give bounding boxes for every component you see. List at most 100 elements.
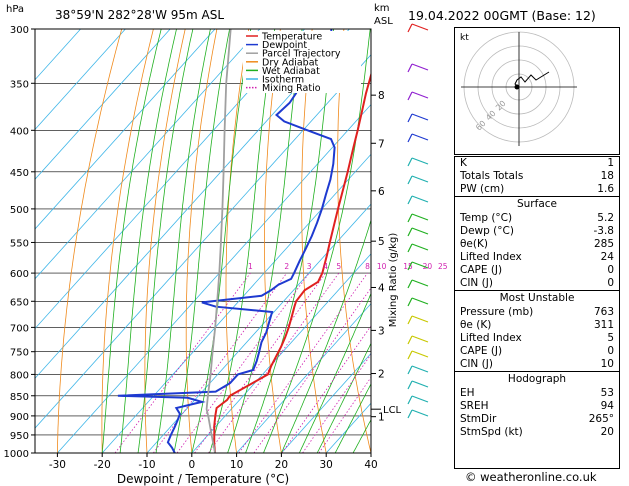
pressure-label-450: 450: [10, 168, 29, 179]
wind-barb-flag: [407, 157, 413, 167]
wind-barb: [411, 23, 429, 31]
mixing-ratio-line: [318, 376, 371, 453]
wind-barb: [411, 243, 429, 251]
temp-label--20: -20: [94, 459, 111, 471]
wind-barb-flag: [407, 243, 413, 253]
pressure-label-500: 500: [10, 205, 29, 216]
wind-barb: [411, 315, 429, 323]
stat-row-eh: EH 53: [460, 387, 614, 399]
stat-row-mu-li: Lifted Index 5: [460, 332, 614, 344]
wind-barb: [411, 175, 429, 183]
wet-adiabat: [298, 292, 371, 453]
mixing-ratio-label-20: 20: [423, 262, 433, 271]
wind-barb: [411, 365, 429, 373]
dry-adiabat: [185, 29, 218, 453]
mixing-ratio-label-8: 8: [365, 262, 370, 271]
x-axis-title: Dewpoint / Temperature (°C): [117, 472, 289, 486]
km-label-4: 4: [378, 282, 385, 294]
wind-barb-flag: [407, 365, 413, 375]
temp-label-10: 10: [230, 459, 243, 471]
wind-barb-flag: [407, 297, 413, 307]
stat-row-stmdir: StmDir 265°: [460, 413, 614, 425]
wind-barb-flag: [407, 213, 413, 223]
wind-barb: [411, 297, 429, 305]
stat-row-temp: Temp (°C) 5.2: [460, 212, 614, 224]
mixing-ratio-line: [153, 272, 288, 453]
wind-barb: [411, 261, 429, 269]
hpa-axis-title: hPa: [6, 4, 25, 15]
wind-barb-flag: [407, 350, 413, 360]
pressure-label-900: 900: [10, 412, 29, 423]
wind-barb-flag: [407, 227, 413, 237]
wind-barb: [411, 63, 429, 71]
surface-title: Surface: [516, 198, 557, 210]
dewpoint-line: [117, 29, 336, 453]
dry-adiabat: [264, 29, 282, 453]
stat-row-mu-cin: CIN (J) 10: [460, 358, 614, 370]
isotherm-10: [236, 303, 371, 453]
wind-barb: [411, 113, 429, 121]
isotherm--80: [35, 29, 216, 230]
temp-label-20: 20: [275, 459, 288, 471]
stat-row-mu-thetae: θe (K) 311: [460, 319, 614, 331]
pressure-label-750: 750: [10, 348, 29, 359]
pressure-label-350: 350: [10, 79, 29, 90]
stat-row-li: Lifted Index 24: [460, 251, 614, 263]
wind-barb: [411, 279, 429, 287]
mixing-ratio-line: [176, 272, 310, 453]
isotherm--30: [57, 103, 371, 453]
dry-adiabat: [301, 29, 327, 453]
wind-barb: [411, 133, 429, 141]
location-title: 38°59'N 282°28'W 95m ASL: [55, 8, 225, 22]
dry-adiabat: [225, 29, 250, 453]
stat-row-dewp: Dewp (°C) -3.8: [460, 225, 614, 237]
wind-barb: [411, 195, 429, 203]
pressure-label-1000: 1000: [4, 449, 29, 460]
mixing-ratio-label-1: 1: [248, 262, 253, 271]
wind-barb-flag: [407, 279, 413, 289]
credit-label: © weatheronline.co.uk: [465, 470, 597, 484]
legend-box: [243, 31, 361, 93]
wet-adiabat: [119, 29, 177, 453]
wind-barb-flag: [407, 380, 413, 390]
temp-label-40: 40: [364, 459, 377, 471]
legend-label-4: Wet Adiabat: [262, 66, 320, 77]
wet-adiabat: [101, 29, 162, 453]
isotherm--90: [35, 29, 171, 180]
wind-barb: [411, 409, 429, 417]
hodograph-panel: kt 20 40 60: [454, 27, 620, 155]
mixing-ratio-label-15: 15: [403, 262, 413, 271]
wind-barb: [411, 213, 429, 221]
wind-barb: [411, 157, 429, 165]
stat-row-stmspd: StmSpd (kt) 20: [460, 426, 614, 438]
pressure-label-650: 650: [10, 297, 29, 308]
km-label-1: 1: [378, 412, 385, 424]
mixing-ratio-line: [302, 353, 371, 453]
parcel-trajectory-line: [205, 29, 232, 453]
hodograph-kt-label: kt: [460, 33, 469, 43]
km-label-5: 5: [378, 236, 385, 248]
asl-axis-title: ASL: [374, 16, 393, 27]
legend-label-5: Isotherm: [262, 75, 304, 86]
wind-barb: [411, 335, 429, 343]
wet-adiabat: [227, 29, 303, 453]
pressure-label-300: 300: [10, 25, 29, 36]
pressure-label-700: 700: [10, 323, 29, 334]
hodograph-trace: [514, 71, 550, 88]
wind-barb-flag: [407, 195, 413, 205]
pressure-label-400: 400: [10, 126, 29, 137]
wet-adiabat: [263, 29, 371, 453]
wind-barb: [411, 395, 429, 403]
wind-barb-flag: [407, 261, 413, 271]
wind-barb-flag: [407, 113, 413, 123]
temperature-line: [213, 71, 371, 453]
legend-label-1: Dewpoint: [262, 40, 307, 51]
hodograph-stats-section: Hodograph EH 53 SREH 94 StmDir 265° StmSpd …: [455, 371, 619, 439]
mixing-ratio-axis-title: Mixing Ratio (g/kg): [388, 233, 399, 328]
mixing-ratio-label-4: 4: [323, 262, 328, 271]
dry-adiabat: [337, 29, 371, 453]
mixing-ratio-label-25: 25: [438, 262, 448, 271]
legend-label-0: Temperature: [261, 32, 322, 43]
